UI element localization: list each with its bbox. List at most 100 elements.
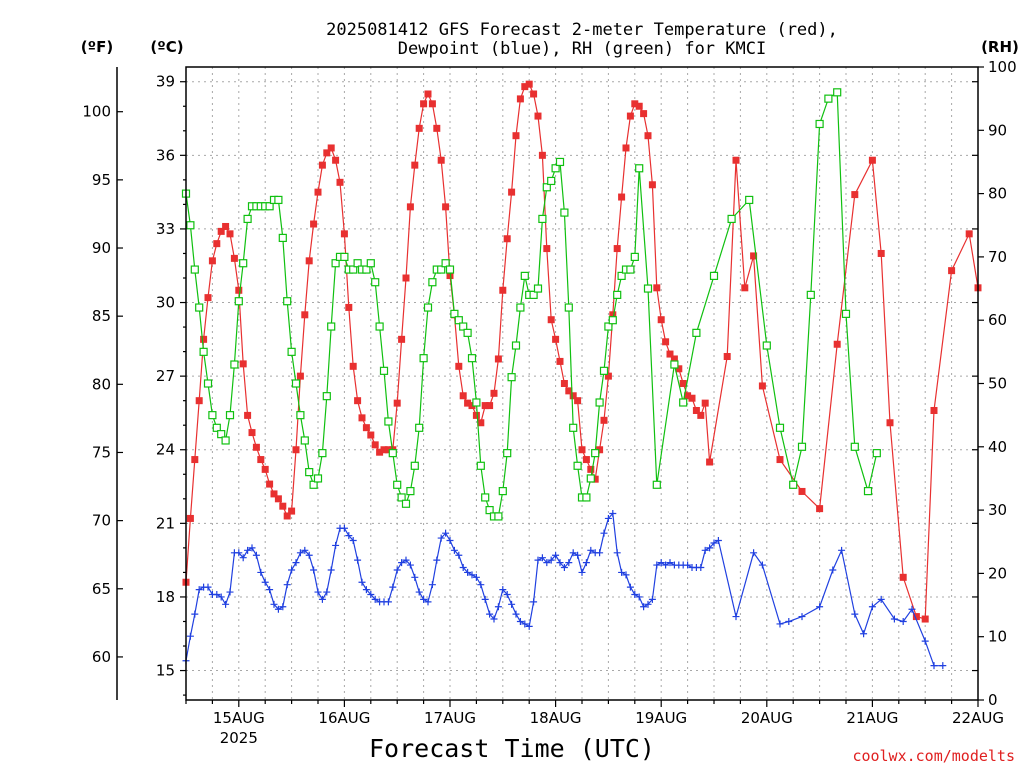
rh-point — [291, 379, 301, 388]
temperature-point — [213, 240, 221, 248]
dewpoint-point — [477, 581, 485, 589]
temperature-point — [591, 475, 599, 483]
temperature-point — [596, 446, 604, 454]
dewpoint-point — [393, 566, 401, 574]
dewpoint-point — [420, 595, 428, 603]
dewpoint-point — [318, 595, 326, 603]
temperature-point — [618, 193, 626, 201]
temperature-point — [868, 156, 876, 164]
dewpoint-point — [266, 586, 274, 594]
dewpoint-point — [340, 524, 348, 532]
rh-point — [709, 271, 719, 280]
dewpoint-point — [613, 549, 621, 557]
dewpoint-point — [411, 573, 419, 581]
dewpoint-point — [758, 561, 766, 569]
fahrenheit-unit-label: (ºF) — [81, 38, 113, 56]
rh-tick-label: 100 — [988, 58, 1017, 76]
rh-point — [679, 398, 688, 407]
temperature-point — [930, 406, 938, 414]
rh-point — [841, 309, 851, 318]
temperature-point — [345, 303, 353, 311]
dewpoint-point — [666, 559, 674, 567]
dewpoint-point — [939, 662, 947, 670]
temperature-point — [464, 399, 472, 407]
rh-point — [437, 265, 446, 274]
rh-point — [305, 468, 314, 477]
temperature-point — [574, 397, 582, 405]
dewpoint-point — [552, 551, 560, 559]
rh-point — [613, 290, 622, 299]
temperature-point — [758, 382, 766, 390]
temperature-point — [613, 245, 621, 253]
temperature-point — [582, 456, 590, 464]
x-tick-sublabel: 2025 — [220, 729, 258, 747]
temperature-point — [679, 380, 687, 387]
temperature-point — [670, 355, 678, 363]
rh-point — [476, 461, 485, 470]
temperature-point — [235, 286, 243, 294]
temperature-point — [252, 443, 260, 451]
celsius-tick-label: 27 — [156, 367, 175, 385]
temperature-point — [912, 613, 920, 621]
dewpoint-point — [556, 559, 564, 567]
rh-unit-label: (RH) — [981, 38, 1019, 56]
temperature-point — [750, 252, 758, 260]
rh-point — [441, 259, 450, 268]
rh-tick-label: 90 — [988, 121, 1007, 139]
temperature-point — [697, 411, 705, 419]
dewpoint-point — [569, 549, 577, 557]
temperature-point — [332, 156, 340, 164]
dewpoint-point — [560, 564, 568, 572]
dewpoint-point — [547, 556, 555, 564]
dewpoint-point — [838, 546, 846, 554]
celsius-tick-label: 39 — [156, 73, 175, 91]
temperature-point — [609, 311, 617, 319]
rh-point — [824, 94, 833, 103]
rh-point — [591, 449, 600, 458]
dewpoint-point — [296, 549, 304, 557]
rh-point — [727, 214, 736, 224]
temperature-point — [851, 191, 859, 199]
rh-point — [564, 303, 573, 312]
temperature-point — [244, 411, 252, 419]
rh-point — [393, 480, 402, 489]
rh-point — [595, 398, 604, 407]
rh-point — [494, 512, 503, 521]
dewpoint-point — [587, 546, 595, 554]
fahrenheit-tick-label: 60 — [92, 648, 111, 666]
rh-point — [331, 259, 340, 268]
dewpoint-point — [226, 588, 234, 596]
temperature-point — [578, 446, 586, 454]
x-tick-label: 15AUG — [213, 709, 265, 727]
temperature-point — [226, 230, 234, 238]
rh-point — [322, 392, 331, 401]
dewpoint-point — [525, 622, 533, 630]
rh-tick-label: 20 — [988, 564, 1007, 582]
temperature-point — [899, 573, 907, 581]
dewpoint-point — [283, 581, 291, 589]
rh-point — [419, 354, 428, 363]
rh-point — [569, 423, 578, 432]
dewpoint-point — [213, 591, 221, 598]
rh-point — [775, 423, 785, 432]
dewpoint-point — [516, 617, 524, 625]
dewpoint-point — [521, 620, 529, 628]
series — [181, 80, 982, 670]
dewpoint-point — [415, 588, 423, 596]
rh-point — [617, 271, 626, 280]
x-tick-label: 20AUG — [741, 709, 793, 727]
dewpoint-point — [631, 591, 639, 598]
temperature-point — [415, 124, 423, 132]
rh-point — [327, 322, 336, 331]
fahrenheit-tick-label: 65 — [92, 580, 111, 598]
dewpoint-point — [481, 595, 489, 603]
dewpoint-point — [565, 559, 573, 567]
temperature-point — [402, 274, 410, 282]
rh-point — [560, 208, 569, 217]
celsius-tick-label: 36 — [156, 146, 175, 164]
rh-point — [762, 341, 771, 350]
dewpoint-series — [182, 510, 947, 670]
temperature-point — [340, 230, 348, 238]
dewpoint-point — [644, 600, 652, 608]
temperature-point — [239, 360, 247, 368]
